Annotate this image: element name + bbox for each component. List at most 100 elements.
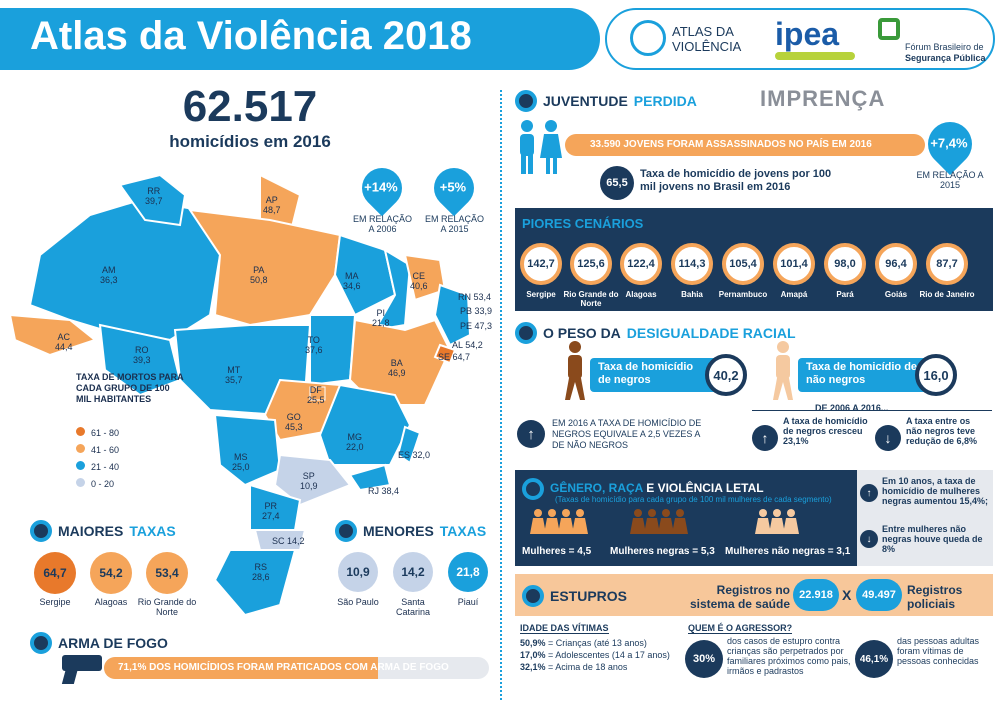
menores-pi-label: Piauí — [457, 597, 479, 607]
state-label-go: GO 45,3 — [285, 412, 303, 432]
idade-item-adultos: 32,1% = Acima de 18 anos — [520, 662, 628, 672]
target-icon — [515, 322, 537, 344]
reg-times: X — [842, 587, 852, 603]
menores-taxas-title: MENORES TAXAS — [335, 520, 486, 542]
state-label-ms: MS 25,0 — [232, 452, 250, 472]
forum-logo-icon — [878, 18, 900, 40]
genero-label-mulheres: Mulheres = 4,5 — [522, 546, 592, 557]
target-icon — [30, 520, 52, 542]
women-negras-icon — [630, 509, 688, 534]
nao-negros-value: 16,0 — [915, 354, 957, 396]
state-label-pe: PE 47,3 — [460, 321, 493, 331]
pct-46-text: das pessoas adultas foram vítimas de pes… — [897, 636, 980, 666]
map-legend-title: TAXA DE MORTOS PARA CADA GRUPO DE 100 MI… — [76, 372, 184, 404]
legend-item-21-40: 21 - 40 — [76, 459, 119, 476]
person-negro-icon — [565, 341, 585, 400]
estupros-title: ESTUPROS — [522, 585, 627, 607]
nao-negros-label: Taxa de homicídio de não negros — [806, 361, 918, 386]
piores-value-0: 142,7 — [520, 243, 562, 285]
gun-handle-icon — [61, 668, 79, 684]
piores-value-7: 96,4 — [875, 243, 917, 285]
youth-change-drop: +7,4% — [918, 112, 982, 176]
menores-sp-circle: 10,9 — [338, 552, 378, 592]
agressor-title: QUEM É O AGRESSOR? — [688, 623, 793, 634]
juventude-title: JUVENTUDE PERDIDA — [515, 90, 697, 112]
header-banner — [0, 8, 600, 70]
brazil-map — [10, 173, 472, 617]
maiores-alagoas-label: Alagoas — [94, 597, 128, 607]
piores-value-8: 87,7 — [926, 243, 968, 285]
piores-name-5: Amapá — [780, 290, 808, 299]
map-region-rj — [348, 463, 392, 492]
imprensa-logo: IMPRENÇA — [760, 86, 886, 111]
state-label-pa: PA 50,8 — [250, 265, 268, 285]
map-region-ac — [10, 313, 98, 357]
state-label-al: AL 54,2 — [452, 340, 483, 350]
genero-label-nao-negras: Mulheres não negras = 3,1 — [725, 546, 851, 557]
youth-people-icon — [520, 120, 562, 174]
logo-strip — [605, 8, 995, 70]
arma-title: ARMA DE FOGO — [30, 632, 168, 654]
youth-bar-text: 33.590 JOVENS FORAM ASSASSINADOS NO PAÍS… — [590, 139, 872, 150]
state-label-pi: PI 21,8 — [372, 308, 390, 328]
pct-30-circle: 30% — [685, 640, 723, 678]
atlas-logo-icon — [630, 20, 666, 56]
piores-value-2: 122,4 — [620, 243, 662, 285]
genero-panel — [515, 470, 857, 566]
racial-up-text: A taxa de homicídio de negros cresceu 23… — [783, 416, 868, 446]
reg-saude-value: 22.918 — [793, 579, 839, 611]
piores-name-1: Rio Grande do Norte — [563, 290, 619, 308]
genero-target-icon — [522, 478, 544, 500]
youth-change-label: EM RELAÇÃO A 2015 — [916, 170, 984, 190]
map-region-ne-small — [433, 283, 472, 347]
piores-name-0: Sergipe — [526, 290, 556, 299]
maiores-rn-label: Rio Grande do Norte — [137, 597, 197, 617]
map-legend: 61 - 80 41 - 60 21 - 40 0 - 20 — [76, 425, 119, 493]
page-title: Atlas da Violência 2018 — [30, 14, 472, 58]
pct-46-circle: 46,1% — [855, 640, 893, 678]
piores-name-7: Goiás — [884, 290, 908, 299]
gun-icon — [62, 655, 102, 671]
reg-policia-label: Registros policiais — [907, 583, 963, 611]
state-label-sc: SC 14,2 — [272, 536, 305, 546]
estupros-panel — [515, 574, 993, 616]
racial-title: O PESO DA DESIGUALDADE RACIAL — [515, 322, 796, 344]
ipea-swoosh-icon — [775, 52, 855, 60]
legend-item-61-80: 61 - 80 — [76, 425, 119, 442]
genero-label-negras: Mulheres negras = 5,3 — [610, 546, 715, 557]
menores-pi-circle: 21,8 — [448, 552, 488, 592]
piores-value-4: 105,4 — [722, 243, 764, 285]
genero-down-text: Entre mulheres não negras houve queda de… — [882, 524, 983, 554]
reg-policia-value: 49.497 — [856, 579, 902, 611]
map-region-rs — [213, 549, 297, 617]
piores-name-6: Pará — [836, 290, 854, 299]
map-region-es — [396, 425, 422, 465]
menores-sp-label: São Paulo — [337, 597, 379, 607]
genero-panel-right — [857, 470, 993, 566]
women-nao-negras-icon — [755, 509, 799, 534]
map-region-sp — [273, 453, 352, 507]
racial-equiv-arrow-icon: ↑ — [517, 420, 545, 448]
state-label-se: SE 64,7 — [438, 352, 471, 362]
state-label-df: DF 25,5 — [307, 385, 325, 405]
women-group-icon — [530, 509, 588, 534]
piores-name-4: Pernambuco — [718, 290, 768, 299]
arma-bar-fill — [104, 657, 378, 679]
map-region-df — [309, 386, 326, 401]
maiores-rn-circle: 53,4 — [146, 552, 188, 594]
map-region-mg — [318, 383, 412, 466]
map-region-rr — [118, 173, 187, 227]
state-label-ma: MA 34,6 — [343, 271, 361, 291]
piores-value-5: 101,4 — [773, 243, 815, 285]
genero-subtitle: (Taxas de homicídio para cada grupo de 1… — [555, 495, 832, 504]
maiores-taxas-title: MAIORES TAXAS — [30, 520, 176, 542]
state-label-pb: PB 33,9 — [460, 306, 493, 316]
person-nao-negro-icon — [773, 341, 793, 400]
change-2006-label: EM RELAÇÃO A 2006 — [352, 214, 412, 234]
reg-saude-label: Registros no sistema de saúde — [689, 583, 790, 611]
racial-equiv-text: EM 2016 A TAXA DE HOMICÍDIO DE NEGROS EQ… — [552, 418, 702, 450]
piores-name-2: Alagoas — [625, 290, 657, 299]
target-icon — [30, 632, 52, 654]
piores-name-3: Bahia — [681, 290, 703, 299]
youth-rate-text: Taxa de homicídio de jovens por 100 mil … — [640, 168, 832, 193]
